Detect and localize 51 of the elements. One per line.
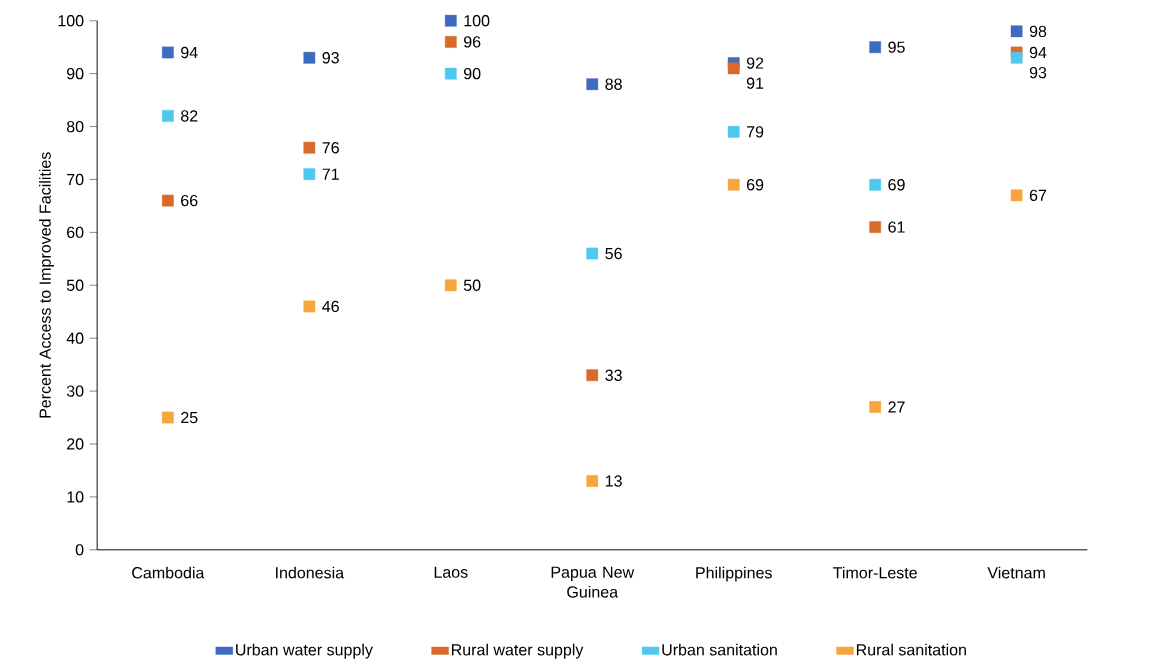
data-label: 67 <box>1029 189 1047 202</box>
data-label: 93 <box>322 52 339 64</box>
data-label: 95 <box>888 41 905 54</box>
y-tick-label: 70 <box>67 174 84 186</box>
y-tick-label: 40 <box>66 332 84 345</box>
x-tick-label: Timor-Leste <box>833 566 917 579</box>
x-tick-label: Philippines <box>696 566 772 582</box>
data-label: 56 <box>605 248 622 260</box>
y-tick-label: 50 <box>66 279 84 292</box>
data-label: 69 <box>888 179 905 191</box>
data-label: 94 <box>1029 47 1047 59</box>
x-tick-label: Indonesia <box>276 566 345 579</box>
data-label: 82 <box>181 110 198 122</box>
y-tick-label: 30 <box>66 385 84 398</box>
legend-label: Rural water supply <box>451 643 584 659</box>
data-label: 90 <box>464 68 481 80</box>
data-label: 94 <box>181 47 198 59</box>
data-label: 46 <box>322 301 339 313</box>
y-tick-label: 90 <box>66 68 84 80</box>
y-tick-label: 20 <box>67 438 84 450</box>
data-label: 88 <box>605 78 622 91</box>
data-label: 71 <box>322 168 339 180</box>
legend-label: Rural sanitation <box>856 643 966 656</box>
data-label: 69 <box>746 179 764 191</box>
data-label: 79 <box>746 126 764 138</box>
x-tick-label: Cambodia <box>132 566 205 579</box>
data-label: 13 <box>605 475 622 487</box>
data-label: 76 <box>322 142 339 154</box>
x-tick-label: Laos <box>434 566 468 579</box>
y-tick-label: 80 <box>66 121 84 133</box>
data-label: 93 <box>1029 67 1047 79</box>
data-label: 61 <box>888 221 905 233</box>
data-label: 96 <box>464 36 481 48</box>
data-label: 91 <box>746 77 764 90</box>
y-axis-title: Percent Access to Improved Facilities <box>39 152 54 418</box>
data-label: 92 <box>746 57 764 69</box>
x-tick-label: Vietnam <box>987 566 1045 579</box>
data-label: 100 <box>464 15 490 27</box>
legend-label: Urban sanitation <box>662 643 777 656</box>
data-label: 25 <box>181 412 198 424</box>
data-label: 50 <box>463 279 481 292</box>
y-tick-label: 0 <box>75 544 84 556</box>
y-tick-label: 100 <box>58 15 84 27</box>
data-label: 98 <box>1029 25 1047 38</box>
x-tick-label: Papua New Guinea <box>551 566 635 598</box>
data-label: 33 <box>605 369 622 382</box>
y-tick-label: 10 <box>67 491 84 503</box>
legend-label: Urban water supply <box>236 643 373 659</box>
data-label: 66 <box>181 195 198 207</box>
data-label: 27 <box>888 401 905 413</box>
y-tick-label: 60 <box>67 226 84 239</box>
